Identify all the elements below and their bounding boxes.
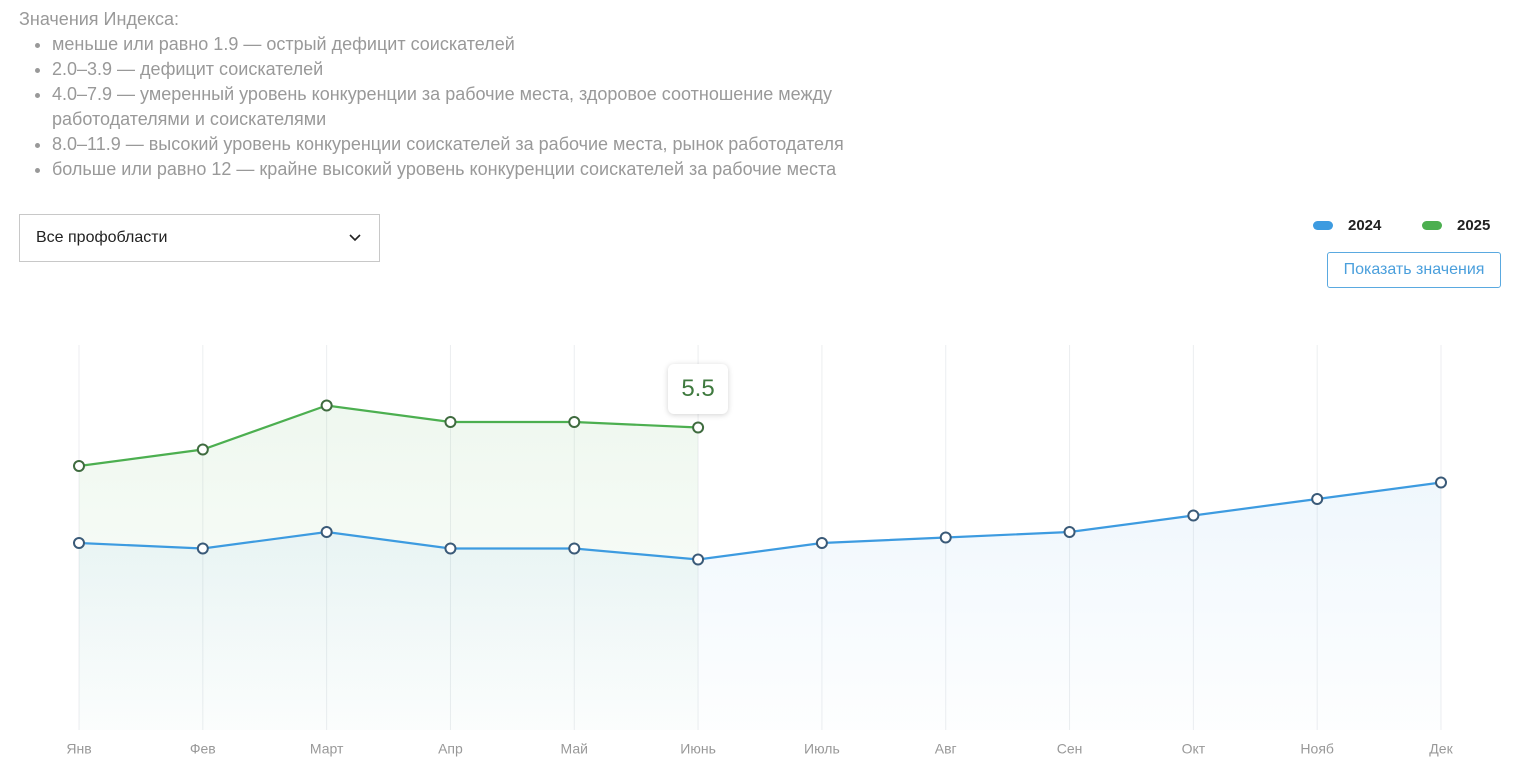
x-tick-label: Март [310,741,344,757]
line [78,481,1442,561]
point [692,553,705,566]
x-tick-label: Янв [66,741,91,757]
point [73,460,85,472]
x-tick-label: Май [561,741,588,757]
point [815,537,828,549]
x-tick-label: Апр [438,741,463,757]
point [939,531,952,544]
x-tick-label: Июль [804,741,840,757]
dropdown[interactable]: Все профобласти [19,214,380,262]
point [444,416,457,428]
dropdown-label: Все профобласти [36,229,168,246]
point [320,399,333,412]
info-item: меньше или равно 1.9 — острый дефицит со… [52,32,939,57]
point [1187,509,1200,522]
info-item: 2.0–3.9 — дефицит соискателей [52,57,939,82]
legend-item[interactable]: 2024 [1313,217,1381,234]
info-title: Значения Индекса: [19,9,180,29]
legend-label: 2024 [1348,217,1382,234]
show-values-button[interactable]: Показать значения [1327,252,1501,288]
legend-swatch [1422,221,1442,230]
legend-item[interactable]: 2025 [1422,217,1490,234]
point [73,537,85,549]
point [568,416,581,428]
chevron [349,234,361,242]
info-list: меньше или равно 1.9 — острый дефицит со… [19,32,939,182]
info-item: больше или равно 12 — крайне высокий уро… [52,157,939,182]
x-tick-label: Сен [1057,741,1083,757]
point [568,542,581,555]
info-item: 4.0–7.9 — умеренный уровень конкуренции … [52,82,939,132]
index-info: Значения Индекса: меньше или равно 1.9 —… [19,7,939,182]
x-tick-label: Дек [1429,741,1453,757]
info-item: 8.0–11.9 — высокий уровень конкуренции с… [52,132,939,157]
x-tick-label: Авг [935,741,957,757]
point [444,542,457,555]
point [1311,493,1324,505]
point [320,526,333,538]
point [692,421,705,434]
legend-swatch [1313,221,1333,230]
tooltip: 5.5 [668,364,728,414]
x-tick-label: Июнь [680,741,716,757]
legend-label: 2025 [1457,217,1491,234]
point [1435,476,1447,489]
point [196,542,209,555]
x-tick-label: Нояб [1300,741,1334,757]
x-tick-label: Фев [190,741,216,757]
line [78,404,699,468]
point [1063,526,1076,538]
x-tick-label: Окт [1182,741,1206,757]
point [196,443,209,456]
